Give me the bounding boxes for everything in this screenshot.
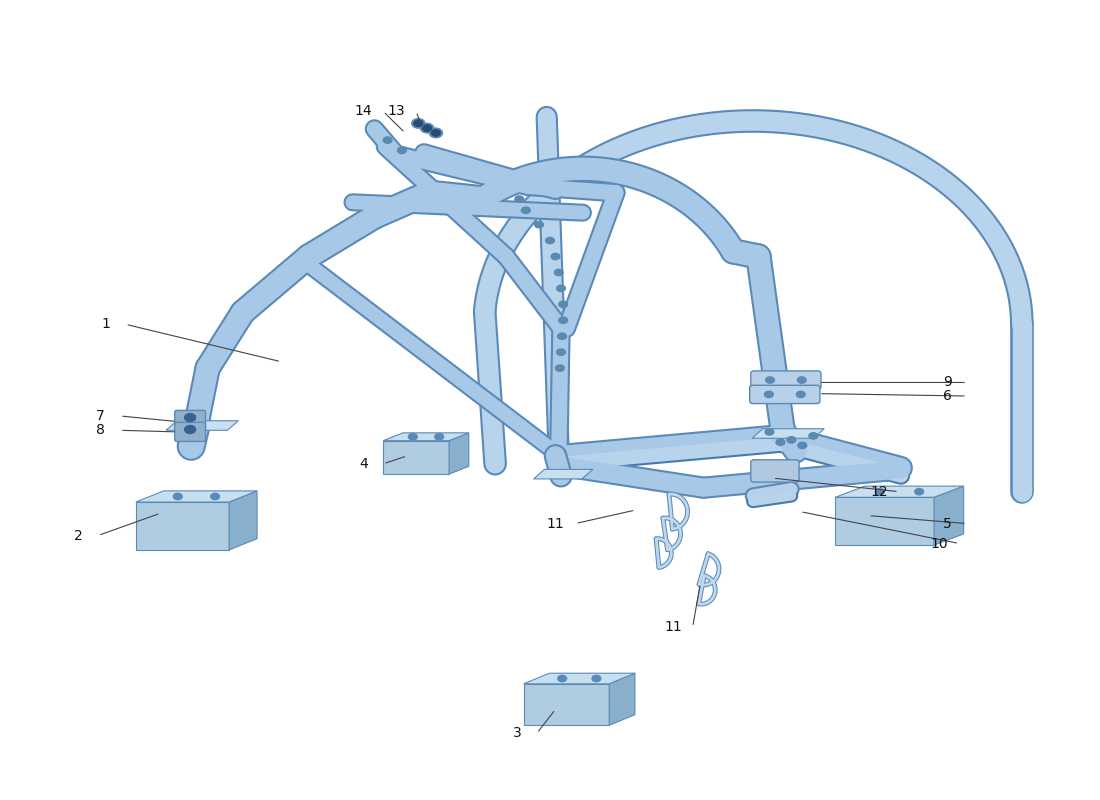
- Polygon shape: [524, 674, 635, 684]
- Polygon shape: [449, 433, 469, 474]
- Circle shape: [411, 118, 425, 128]
- Circle shape: [557, 285, 565, 291]
- Text: 9: 9: [943, 375, 951, 390]
- Text: 8: 8: [96, 423, 104, 438]
- Polygon shape: [383, 441, 449, 474]
- Circle shape: [535, 222, 543, 228]
- Circle shape: [521, 207, 530, 214]
- Circle shape: [515, 196, 524, 202]
- Text: 14: 14: [354, 105, 372, 118]
- Circle shape: [383, 137, 392, 143]
- Circle shape: [798, 377, 806, 383]
- Circle shape: [798, 442, 806, 449]
- Circle shape: [554, 270, 563, 276]
- Text: 4: 4: [359, 457, 367, 470]
- Text: 11: 11: [664, 620, 682, 634]
- Circle shape: [429, 128, 442, 138]
- Polygon shape: [609, 674, 635, 726]
- Text: 12: 12: [870, 485, 888, 498]
- Circle shape: [876, 489, 884, 495]
- Circle shape: [557, 349, 565, 355]
- Circle shape: [764, 391, 773, 398]
- FancyBboxPatch shape: [175, 410, 206, 430]
- Polygon shape: [229, 491, 257, 550]
- Circle shape: [796, 391, 805, 398]
- Polygon shape: [524, 684, 609, 726]
- Circle shape: [211, 494, 220, 500]
- Circle shape: [185, 426, 196, 434]
- Circle shape: [559, 317, 568, 323]
- Polygon shape: [135, 502, 229, 550]
- Circle shape: [422, 125, 431, 131]
- FancyBboxPatch shape: [750, 386, 820, 403]
- Text: 10: 10: [931, 537, 948, 550]
- Circle shape: [556, 365, 564, 371]
- Circle shape: [185, 414, 196, 422]
- Text: 6: 6: [943, 389, 951, 403]
- Circle shape: [776, 439, 784, 446]
- FancyBboxPatch shape: [751, 460, 799, 482]
- Polygon shape: [534, 470, 593, 479]
- Polygon shape: [934, 486, 964, 545]
- Text: 11: 11: [547, 517, 564, 530]
- Circle shape: [546, 238, 554, 244]
- Polygon shape: [166, 421, 239, 430]
- Circle shape: [397, 147, 406, 154]
- Circle shape: [174, 494, 183, 500]
- Text: 2: 2: [74, 529, 82, 542]
- Circle shape: [431, 130, 440, 136]
- Polygon shape: [752, 429, 824, 438]
- Polygon shape: [135, 491, 257, 502]
- Circle shape: [559, 301, 568, 307]
- Circle shape: [414, 120, 422, 126]
- Circle shape: [420, 123, 433, 133]
- Text: 7: 7: [96, 409, 104, 423]
- Circle shape: [915, 489, 924, 495]
- Circle shape: [592, 675, 601, 682]
- Circle shape: [558, 333, 566, 339]
- FancyBboxPatch shape: [175, 422, 206, 442]
- Polygon shape: [835, 498, 934, 545]
- Circle shape: [766, 377, 774, 383]
- FancyBboxPatch shape: [751, 371, 821, 390]
- Polygon shape: [383, 433, 469, 441]
- Text: 13: 13: [387, 105, 405, 118]
- Circle shape: [434, 434, 443, 440]
- Text: 3: 3: [513, 726, 521, 740]
- Circle shape: [558, 675, 566, 682]
- Circle shape: [786, 437, 795, 443]
- Text: 5: 5: [943, 517, 951, 530]
- Text: 1: 1: [101, 318, 110, 331]
- Circle shape: [766, 429, 773, 435]
- Circle shape: [551, 254, 560, 260]
- Circle shape: [408, 434, 417, 440]
- Polygon shape: [835, 486, 964, 498]
- Circle shape: [808, 433, 817, 439]
